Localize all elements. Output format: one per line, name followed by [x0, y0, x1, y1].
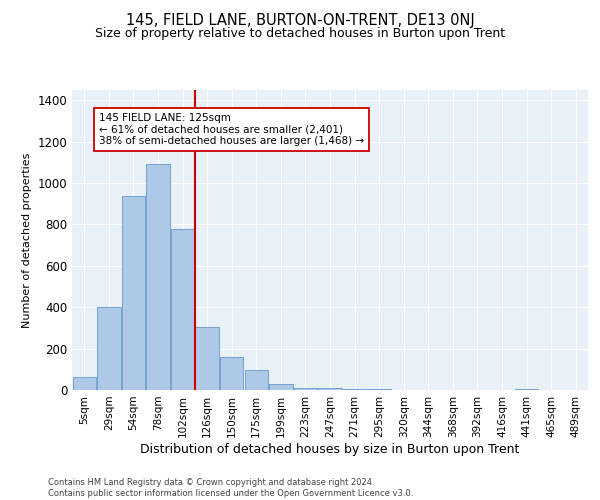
Text: Contains HM Land Registry data © Crown copyright and database right 2024.
Contai: Contains HM Land Registry data © Crown c… — [48, 478, 413, 498]
Bar — [245, 370, 268, 390]
Bar — [196, 327, 219, 390]
Bar — [122, 196, 145, 390]
Bar — [146, 164, 170, 390]
Text: Distribution of detached houses by size in Burton upon Trent: Distribution of detached houses by size … — [140, 442, 520, 456]
Bar — [269, 384, 293, 390]
Bar — [73, 376, 96, 390]
Bar — [343, 389, 366, 390]
Bar — [515, 389, 538, 390]
Y-axis label: Number of detached properties: Number of detached properties — [22, 152, 32, 328]
Bar — [97, 307, 121, 390]
Bar — [367, 389, 391, 390]
Text: 145, FIELD LANE, BURTON-ON-TRENT, DE13 0NJ: 145, FIELD LANE, BURTON-ON-TRENT, DE13 0… — [125, 12, 475, 28]
Bar — [171, 228, 194, 390]
Bar — [319, 388, 341, 390]
Bar — [220, 357, 244, 390]
Text: 145 FIELD LANE: 125sqm
← 61% of detached houses are smaller (2,401)
38% of semi-: 145 FIELD LANE: 125sqm ← 61% of detached… — [99, 113, 364, 146]
Bar — [294, 388, 317, 390]
Text: Size of property relative to detached houses in Burton upon Trent: Size of property relative to detached ho… — [95, 28, 505, 40]
